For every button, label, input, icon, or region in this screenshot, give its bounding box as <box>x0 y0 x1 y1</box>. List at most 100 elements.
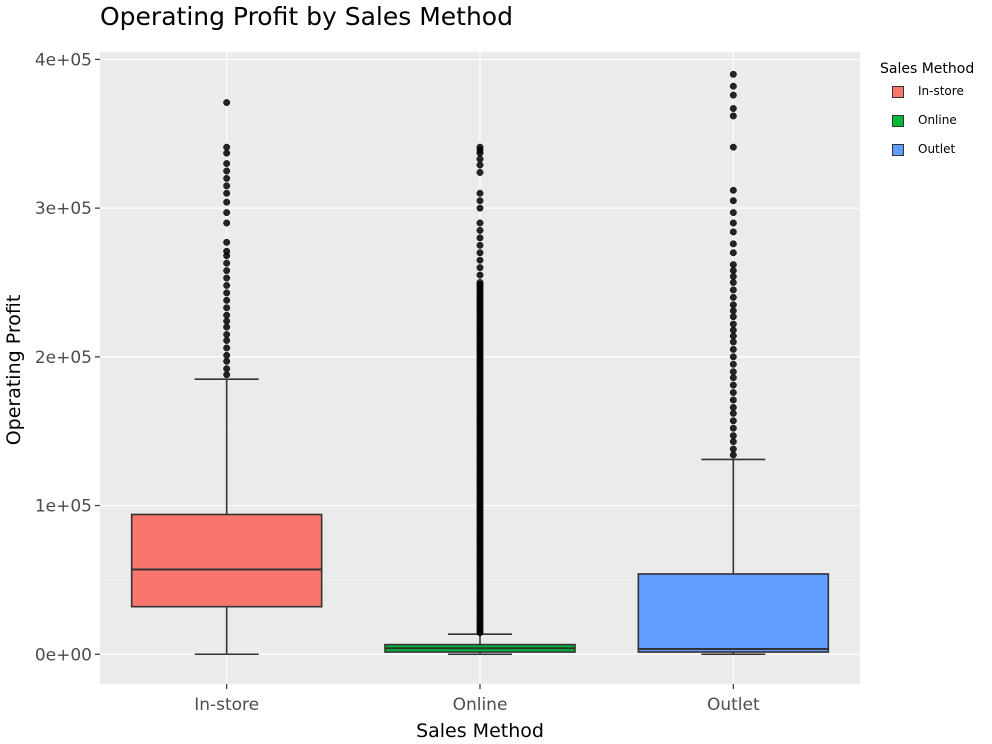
legend-item-outlet[interactable]: Outlet <box>880 142 988 171</box>
y-tick-label: 3e+05 <box>35 199 92 219</box>
outlier-point <box>729 249 737 257</box>
outlier-point <box>729 301 737 309</box>
outlier-point <box>223 143 231 151</box>
outlier-point <box>476 161 484 169</box>
iqr-box <box>637 573 830 653</box>
legend-label-outlet: Outlet <box>918 142 956 156</box>
outlier-point <box>729 267 737 275</box>
outlier-point <box>223 344 231 352</box>
x-tick-label: In-store <box>194 695 259 715</box>
box-in-store <box>130 99 323 656</box>
outlier-point <box>729 313 737 321</box>
box-online <box>384 143 576 656</box>
x-tick-label: Outlet <box>707 695 760 715</box>
outlier-point <box>729 105 737 112</box>
outlier-point <box>729 228 737 236</box>
boxes-layer <box>130 70 830 656</box>
outlier-point <box>223 337 231 344</box>
outlier-point <box>223 267 231 275</box>
outlier-point <box>729 273 737 280</box>
outlier-point <box>223 371 231 379</box>
outlier-point <box>729 82 737 90</box>
outlier-point <box>223 238 231 246</box>
outlier-point <box>476 143 484 151</box>
outlier-point <box>729 186 737 194</box>
outlier-point <box>223 317 231 325</box>
legend-item-in-store[interactable]: In-store <box>880 84 988 113</box>
y-axis-title: Operating Profit <box>3 294 25 446</box>
legend-title: Sales Method <box>880 61 975 77</box>
box-outlet <box>637 70 830 656</box>
outlier-point <box>729 332 737 340</box>
outlier-point <box>476 241 484 249</box>
outlier-point <box>223 351 231 359</box>
outlier-point <box>729 409 737 417</box>
outlier-point <box>729 279 737 286</box>
outlier-point <box>729 445 737 453</box>
outlier-point <box>729 417 737 425</box>
outlier-point <box>223 296 231 304</box>
outlier-point <box>476 264 484 272</box>
outlier-point <box>729 381 737 389</box>
outlier-point <box>223 304 231 312</box>
legend-label-online: Online <box>918 113 957 127</box>
outlier-point <box>729 219 737 227</box>
outlier-point <box>476 155 484 163</box>
outlier-point <box>729 91 737 99</box>
outlier-point <box>729 240 737 248</box>
outlier-point <box>729 368 737 376</box>
outlier-point <box>476 279 484 286</box>
outlier-point <box>223 174 231 182</box>
outlier-point <box>223 323 231 331</box>
outlier-point <box>223 274 231 282</box>
outlier-point <box>476 234 484 242</box>
outlier-point <box>729 70 737 78</box>
outlier-point <box>223 331 231 338</box>
outlier-point <box>729 261 737 269</box>
outlier-point <box>223 160 231 167</box>
legend-label-in-store: In-store <box>918 84 964 98</box>
y-tick-label: 1e+05 <box>35 497 92 517</box>
outlier-point <box>223 357 231 365</box>
outlier-point <box>729 320 737 328</box>
outlier-point <box>729 112 737 120</box>
outlier-point <box>729 197 737 205</box>
legend-item-online[interactable]: Online <box>880 113 988 142</box>
x-axis-title: Sales Method <box>416 720 544 742</box>
outlier-point <box>223 259 231 267</box>
iqr-box <box>130 513 323 608</box>
outlier-point <box>223 247 231 255</box>
legend-key-online <box>892 115 904 127</box>
outlier-point <box>729 307 737 315</box>
outlier-point <box>476 219 484 227</box>
outlier-point <box>223 311 231 319</box>
outlier-point <box>223 189 231 197</box>
legend: Sales Method In-store Online Outlet <box>880 61 988 171</box>
outlier-point <box>476 189 484 197</box>
outlier-point <box>729 293 737 301</box>
outlier-point <box>729 338 737 346</box>
outlier-point <box>476 256 484 264</box>
outlier-point <box>223 282 231 289</box>
outlier-point <box>223 99 231 107</box>
x-tick-label: Online <box>453 695 508 715</box>
outlier-point <box>729 396 737 404</box>
axes-layer: 0e+00 1e+05 2e+05 3e+05 4e+05 In-store Online O… <box>35 50 760 715</box>
legend-key-in-store <box>892 86 904 98</box>
outlier-point <box>729 286 737 294</box>
legend-key-outlet <box>892 144 904 156</box>
chart-title: Operating Profit by Sales Method <box>100 2 513 31</box>
outlier-point <box>223 182 231 190</box>
outlier-point <box>223 289 231 297</box>
outlier-point <box>476 249 484 257</box>
outlier-point <box>476 197 484 205</box>
outlier-point <box>476 169 484 176</box>
outlier-point <box>729 209 737 217</box>
outlier-point <box>729 389 737 396</box>
outlier-point <box>223 149 231 157</box>
outlier-point <box>729 424 737 432</box>
outlier-point <box>223 219 231 227</box>
outlier-point <box>223 365 231 373</box>
outlier-point <box>729 143 737 151</box>
